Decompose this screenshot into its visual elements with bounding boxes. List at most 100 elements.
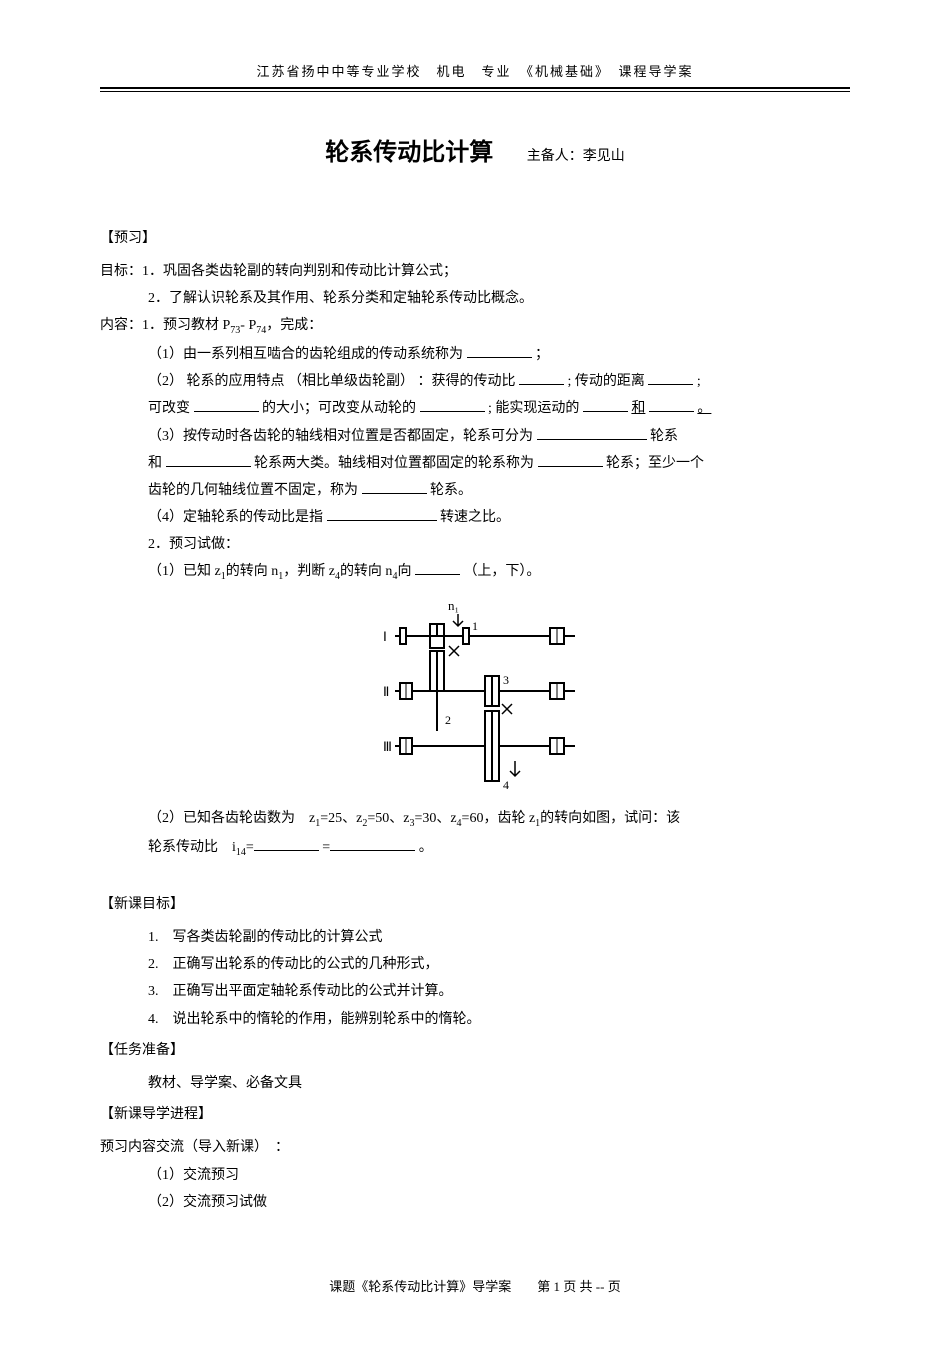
content-1-pre: 1．预习教材 P [142,318,230,333]
blank [362,480,427,494]
ex1-e: （上，下）。 [463,564,540,579]
main-title: 轮系传动比计算 [325,132,493,175]
q2-c-post: 的大小；可改变从动轮的 [262,401,416,416]
q2-b: ; [697,374,701,389]
q2-e: 和 [631,401,645,416]
svg-text:4: 4 [503,778,509,792]
author: 主备人：李见山 [527,144,625,169]
blank [420,398,485,412]
preview-section: 【预习】 [100,226,850,251]
new-goals-list: 1. 写各类齿轮副的传动比的计算公式 2. 正确写出轮系的传动比的公式的几种形式… [100,925,850,1032]
ng2: 2. 正确写出轮系的传动比的公式的几种形式， [148,952,850,977]
blank [649,398,694,412]
ex1: （1）已知 z1的转向 n1，判断 z4的转向 n4向 （上，下）。 [100,559,850,586]
gear-train-diagram: n₁ Ⅰ 1 Ⅱ 3 2 Ⅲ [345,596,605,796]
blank [166,453,251,467]
q2-c-pre: 可改变 [148,401,190,416]
ex2-g: = [319,840,330,855]
title-row: 轮系传动比计算 主备人：李见山 [100,132,850,175]
goal-1: 1．巩固各类齿轮副的转向判别和传动比计算公式； [142,264,457,279]
q3-pre: （3）按传动时各齿轮的轴线相对位置是否都固定，轮系可分为 [148,429,533,444]
ex2-e: 的转向如图，试问：该 [540,811,680,826]
content-1-mid: - P [240,318,256,333]
page-header: 江苏省扬中中等专业学校 机电 专业 《机械基础》 课程导学案 [100,60,850,83]
ng3: 3. 正确写出平面定轴轮系传动比的公式并计算。 [148,979,850,1004]
prep-section: 【任务准备】 [100,1038,850,1063]
svg-text:2: 2 [445,713,451,727]
blank [519,371,564,385]
goals-line-1: 目标：1．巩固各类齿轮副的转向判别和传动比计算公式； [100,259,850,284]
ex2-d: =60，齿轮 z [462,811,536,826]
q1-post: ； [535,347,549,362]
q3-cont2: 齿轮的几何轴线位置不固定，称为 轮系。 [100,478,850,503]
ex2-f-pre: 轮系传动比 i [148,840,236,855]
goal-2: 2．了解认识轮系及其作用、轮系分类和定轴轮系传动比概念。 [100,286,850,311]
q1-pre: （1）由一系列相互啮合的齿轮组成的传动系统称为 [148,347,463,362]
q1: （1）由一系列相互啮合的齿轮组成的传动系统称为 ； [100,342,850,367]
header-rule-1 [100,87,850,89]
ex2-h: 。 [415,840,433,855]
page-footer: 课题《轮系传动比计算》导学案 第 1 页 共 -- 页 [100,1275,850,1298]
q3-d-post: 轮系。 [430,483,472,498]
blank [537,426,647,440]
q2-pre: （2） 轮系的应用特点 （相比单级齿轮副） ：获得的传动比 [148,374,516,389]
svg-text:3: 3 [503,673,509,687]
q3-cont1: 和 轮系两大类。轴线相对位置都固定的轮系称为 轮系；至少一个 [100,451,850,476]
svg-text:n₁: n₁ [448,598,459,613]
q2-a: ; 传动的距离 [568,374,645,389]
q3: （3）按传动时各齿轮的轴线相对位置是否都固定，轮系可分为 轮系 [100,424,850,449]
content-1-sub1: 73 [230,325,240,336]
process-intro: 预习内容交流（导入新课） ： [100,1135,850,1160]
ex2-f-post: = [246,840,254,855]
content-1-end: ，完成： [266,318,322,333]
ng4: 4. 说出轮系中的惰轮的作用，能辨别轮系中的惰轮。 [148,1007,850,1032]
blank [254,837,319,851]
goals-label: 目标： [100,264,142,279]
p1: （1）交流预习 [100,1163,850,1188]
ex2-pre: （2）已知各齿轮齿数为 z [148,811,315,826]
q3-b-post: 轮系两大类。轴线相对位置都固定的轮系称为 [254,456,534,471]
q4: （4）定轴轮系的传动比是指 转速之比。 [100,505,850,530]
newgoals-section: 【新课目标】 [100,892,850,917]
q4-post: 转速之比。 [440,510,510,525]
q2: （2） 轮系的应用特点 （相比单级齿轮副） ：获得的传动比 ; 传动的距离 ; [100,369,850,394]
blank [467,344,532,358]
blank [583,398,628,412]
svg-text:Ⅲ: Ⅲ [383,739,392,754]
blank [194,398,259,412]
ex2: （2）已知各齿轮齿数为 z1=25、z2=50、z3=30、z4=60，齿轮 z… [100,806,850,833]
q3-c: 轮系；至少一个 [606,456,704,471]
process-section: 【新课导学进程】 [100,1102,850,1127]
q3-a: 轮系 [650,429,678,444]
p2: （2）交流预习试做 [100,1190,850,1215]
ex1-d: 向 [397,564,411,579]
ex2-s6: 14 [236,847,246,858]
ex1-pre: （1）已知 z [148,564,221,579]
content-label: 内容： [100,318,142,333]
ex1-c: 的转向 n [340,564,393,579]
q2-f: 。 [697,401,711,416]
ex2-c: =30、z [414,811,456,826]
content-2: 2．预习试做： [100,532,850,557]
q4-pre: （4）定轴轮系的传动比是指 [148,510,323,525]
ex1-b: ，判断 z [283,564,335,579]
q2-d: ; 能实现运动的 [488,401,579,416]
blank [538,453,603,467]
svg-text:Ⅰ: Ⅰ [383,629,387,644]
svg-text:1: 1 [472,619,478,633]
ex1-a: 的转向 n [226,564,279,579]
prep-content: 教材、导学案、必备文具 [100,1071,850,1096]
ex2-b: =50、z [367,811,409,826]
header-rule-2 [100,91,850,92]
content-line: 内容：1．预习教材 P73- P74，完成： [100,313,850,340]
svg-text:Ⅱ: Ⅱ [383,684,389,699]
blank [415,561,460,575]
q3-b-pre: 和 [148,456,162,471]
q3-d-pre: 齿轮的几何轴线位置不固定，称为 [148,483,358,498]
content-1-sub2: 74 [256,325,266,336]
q2-cont: 可改变 的大小；可改变从动轮的 ; 能实现运动的 和 。 [100,396,850,421]
ng1: 1. 写各类齿轮副的传动比的计算公式 [148,925,850,950]
blank [648,371,693,385]
blank [330,837,415,851]
ex2-a: =25、z [320,811,362,826]
